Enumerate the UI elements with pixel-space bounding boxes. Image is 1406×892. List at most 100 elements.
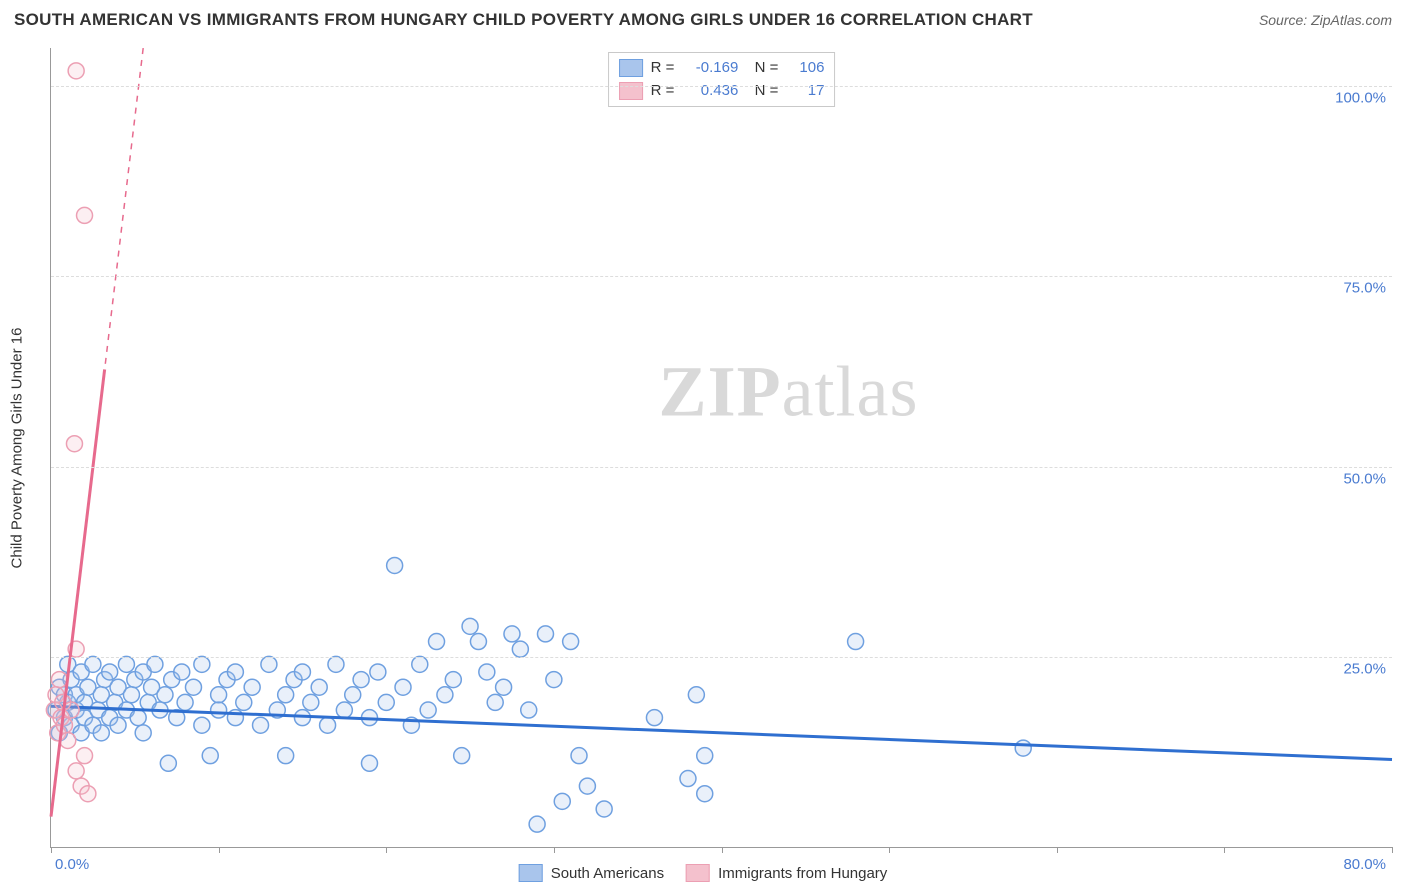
- x-tick: [1392, 847, 1393, 853]
- gridline: [51, 276, 1392, 277]
- scatter-point: [479, 664, 495, 680]
- scatter-plot: Child Poverty Among Girls Under 16 ZIPat…: [50, 48, 1392, 848]
- scatter-point: [462, 618, 478, 634]
- scatter-point: [227, 664, 243, 680]
- scatter-point: [211, 687, 227, 703]
- scatter-point: [579, 778, 595, 794]
- scatter-point: [537, 626, 553, 642]
- scatter-point: [303, 694, 319, 710]
- scatter-point: [529, 816, 545, 832]
- y-axis-title: Child Poverty Among Girls Under 16: [9, 327, 26, 568]
- x-tick: [1224, 847, 1225, 853]
- scatter-point: [378, 694, 394, 710]
- scatter-point: [68, 763, 84, 779]
- title-bar: SOUTH AMERICAN VS IMMIGRANTS FROM HUNGAR…: [14, 10, 1392, 30]
- scatter-point: [328, 656, 344, 672]
- source-label: Source: ZipAtlas.com: [1259, 12, 1392, 28]
- scatter-point: [563, 634, 579, 650]
- scatter-point: [496, 679, 512, 695]
- scatter-point: [345, 687, 361, 703]
- scatter-point: [470, 634, 486, 650]
- gridline: [51, 657, 1392, 658]
- scatter-point: [387, 557, 403, 573]
- scatter-point: [420, 702, 436, 718]
- scatter-point: [412, 656, 428, 672]
- scatter-point: [135, 725, 151, 741]
- scatter-point: [370, 664, 386, 680]
- scatter-point: [680, 771, 696, 787]
- scatter-point: [454, 748, 470, 764]
- scatter-point: [211, 702, 227, 718]
- y-tick-label: 75.0%: [1343, 280, 1386, 297]
- x-tick: [386, 847, 387, 853]
- scatter-point: [504, 626, 520, 642]
- scatter-point: [194, 717, 210, 733]
- scatter-point: [521, 702, 537, 718]
- chart-title: SOUTH AMERICAN VS IMMIGRANTS FROM HUNGAR…: [14, 10, 1033, 30]
- scatter-point: [93, 725, 109, 741]
- trend-line: [51, 706, 1392, 759]
- scatter-point: [697, 748, 713, 764]
- scatter-point: [320, 717, 336, 733]
- scatter-point: [160, 755, 176, 771]
- scatter-point: [336, 702, 352, 718]
- scatter-point: [102, 664, 118, 680]
- x-tick: [1057, 847, 1058, 853]
- scatter-point: [395, 679, 411, 695]
- scatter-point: [80, 786, 96, 802]
- scatter-point: [56, 717, 72, 733]
- scatter-point: [554, 793, 570, 809]
- x-tick: [219, 847, 220, 853]
- scatter-point: [512, 641, 528, 657]
- scatter-point: [596, 801, 612, 817]
- scatter-point: [51, 672, 67, 688]
- x-tick: [889, 847, 890, 853]
- legend-label: South Americans: [551, 865, 664, 882]
- scatter-point: [487, 694, 503, 710]
- scatter-point: [174, 664, 190, 680]
- legend-label: Immigrants from Hungary: [718, 865, 887, 882]
- scatter-point: [361, 755, 377, 771]
- scatter-point: [77, 748, 93, 764]
- scatter-point: [646, 710, 662, 726]
- gridline: [51, 86, 1392, 87]
- scatter-point: [278, 687, 294, 703]
- scatter-point: [157, 687, 173, 703]
- scatter-point: [147, 656, 163, 672]
- scatter-point: [278, 748, 294, 764]
- scatter-point: [429, 634, 445, 650]
- scatter-point: [130, 710, 146, 726]
- scatter-point: [261, 656, 277, 672]
- scatter-point: [110, 717, 126, 733]
- scatter-point: [445, 672, 461, 688]
- scatter-point: [546, 672, 562, 688]
- scatter-point: [571, 748, 587, 764]
- chart-canvas: [51, 48, 1392, 847]
- scatter-point: [118, 656, 134, 672]
- scatter-point: [123, 687, 139, 703]
- scatter-point: [85, 656, 101, 672]
- y-tick-label: 25.0%: [1343, 660, 1386, 677]
- gridline: [51, 467, 1392, 468]
- scatter-point: [353, 672, 369, 688]
- scatter-point: [294, 664, 310, 680]
- scatter-point: [688, 687, 704, 703]
- series-swatch: [519, 864, 543, 882]
- x-axis-min-label: 0.0%: [55, 856, 89, 873]
- scatter-point: [1015, 740, 1031, 756]
- x-axis-max-label: 80.0%: [1343, 856, 1386, 873]
- scatter-point: [236, 694, 252, 710]
- scatter-point: [66, 436, 82, 452]
- scatter-point: [437, 687, 453, 703]
- scatter-point: [202, 748, 218, 764]
- x-tick: [722, 847, 723, 853]
- legend-item: Immigrants from Hungary: [686, 864, 887, 882]
- scatter-point: [194, 656, 210, 672]
- scatter-point: [697, 786, 713, 802]
- y-tick-label: 100.0%: [1335, 90, 1386, 107]
- y-tick-label: 50.0%: [1343, 470, 1386, 487]
- scatter-point: [177, 694, 193, 710]
- x-tick: [51, 847, 52, 853]
- legend: South Americans Immigrants from Hungary: [519, 864, 888, 882]
- scatter-point: [244, 679, 260, 695]
